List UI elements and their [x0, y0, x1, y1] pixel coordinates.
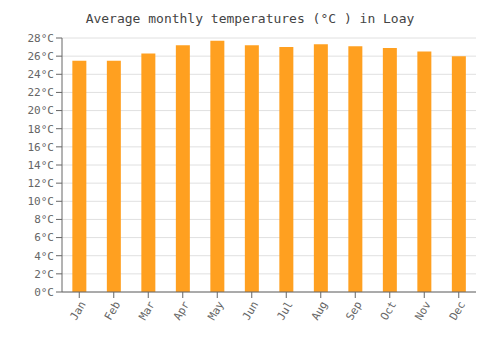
svg-text:28°C: 28°C	[28, 32, 55, 45]
svg-text:Jan: Jan	[67, 299, 88, 323]
svg-text:Sep: Sep	[343, 299, 364, 323]
svg-text:24°C: 24°C	[28, 68, 55, 81]
svg-text:Aug: Aug	[309, 299, 330, 323]
svg-text:Oct: Oct	[378, 299, 399, 323]
svg-text:Jun: Jun	[240, 299, 261, 323]
svg-text:Jul: Jul	[274, 299, 295, 323]
svg-text:10°C: 10°C	[28, 195, 55, 208]
svg-text:26°C: 26°C	[28, 50, 55, 63]
svg-text:Mar: Mar	[136, 299, 157, 323]
svg-text:Apr: Apr	[171, 299, 192, 323]
svg-text:0°C: 0°C	[34, 286, 54, 299]
svg-text:16°C: 16°C	[28, 141, 55, 154]
html-text:Average monthly temperatures (: Average monthly temperatures (°C ) in Lo…	[85, 11, 415, 26]
svg-text:22°C: 22°C	[28, 86, 55, 99]
svg-text:4°C: 4°C	[34, 250, 54, 263]
svg-text:2°C: 2°C	[34, 268, 54, 281]
svg-text:12°C: 12°C	[28, 177, 55, 190]
svg-text:18°C: 18°C	[28, 123, 55, 136]
svg-text:14°C: 14°C	[28, 159, 55, 172]
svg-text:Feb: Feb	[102, 299, 123, 323]
svg-text:May: May	[205, 299, 226, 323]
svg-text:8°C: 8°C	[34, 213, 54, 226]
svg-text:6°C: 6°C	[34, 231, 54, 244]
svg-text:Nov: Nov	[412, 299, 433, 323]
svg-text:20°C: 20°C	[28, 104, 55, 117]
svg-text:Dec: Dec	[447, 299, 468, 323]
